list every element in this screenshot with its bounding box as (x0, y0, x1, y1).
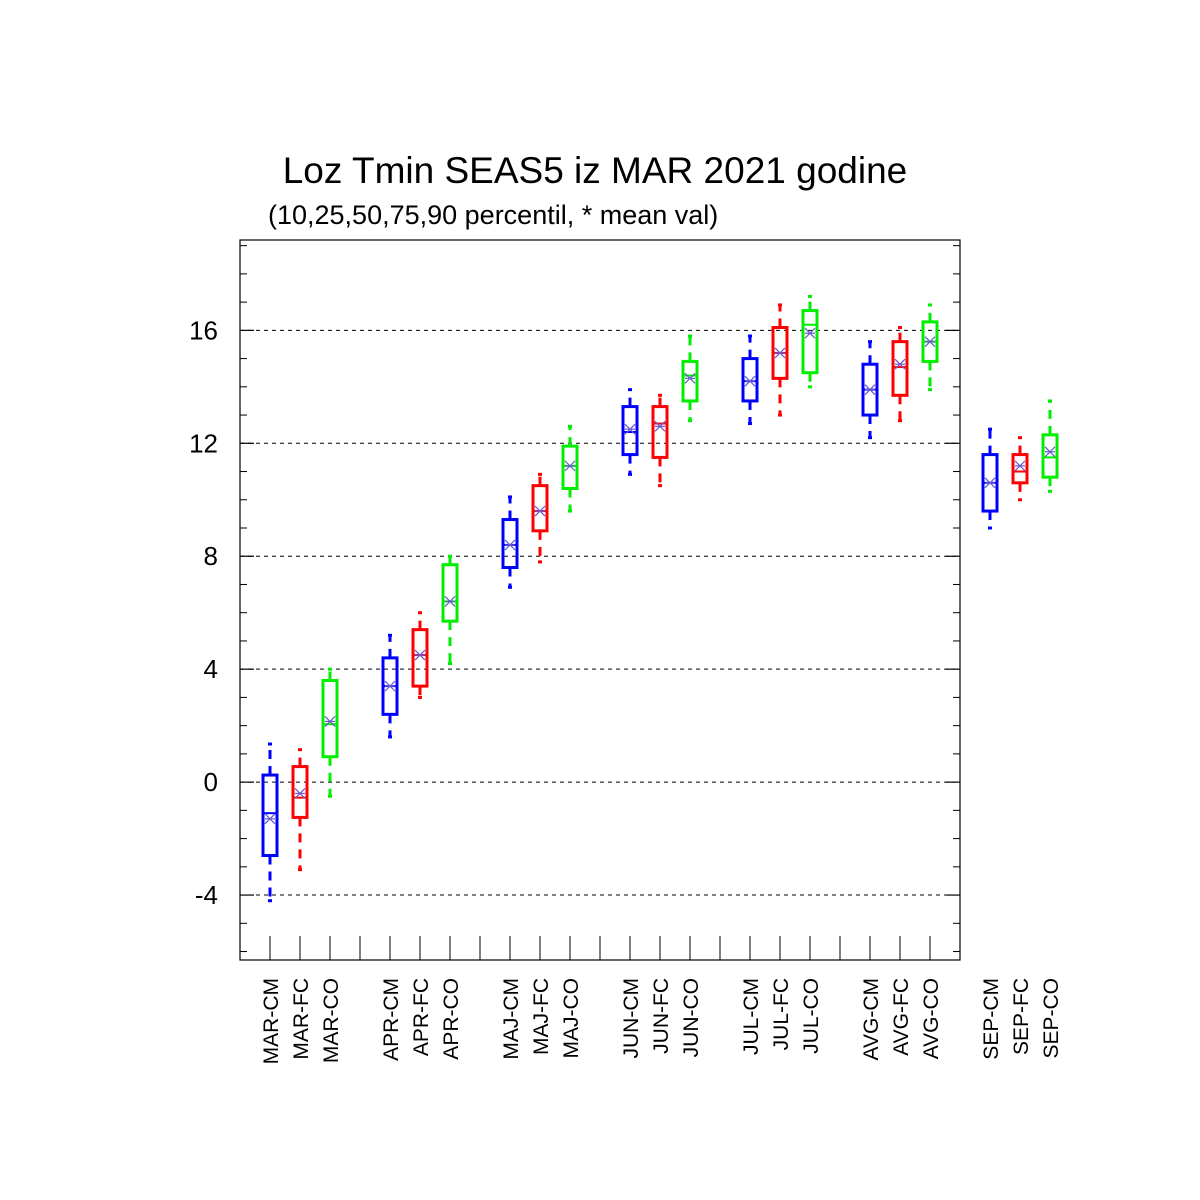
x-tick-label: APR-CO (440, 978, 463, 1060)
chart-title: Loz Tmin SEAS5 iz MAR 2021 godine (282, 150, 908, 191)
box-iqr (291, 765, 309, 819)
box-iqr (411, 628, 429, 688)
box-iqr (801, 309, 819, 375)
mean-marker (684, 372, 696, 384)
x-tick-label: SEP-FC (1010, 978, 1033, 1055)
chart-subtitle: (10,25,50,75,90 percentil, * mean val) (268, 200, 719, 230)
box-iqr (681, 359, 699, 403)
mean-marker (864, 384, 876, 396)
mean-marker (744, 375, 756, 387)
box-iqr (561, 444, 579, 490)
x-tick-label: JUL-CM (740, 978, 763, 1055)
box-iqr (531, 484, 549, 533)
x-tick-label: JUL-CO (800, 978, 823, 1054)
box-iqr (891, 340, 909, 397)
mean-marker (294, 787, 306, 799)
mean-marker (414, 649, 426, 661)
x-tick-label: MAJ-FC (530, 978, 553, 1055)
plot-frame (239, 239, 961, 961)
mean-marker (654, 420, 666, 432)
mean-marker (894, 358, 906, 370)
mean-marker (984, 477, 996, 489)
mean-marker (444, 595, 456, 607)
mean-marker (504, 539, 516, 551)
y-tick-label: 0 (204, 767, 218, 797)
mean-marker (924, 336, 936, 348)
box-iqr (501, 518, 519, 570)
x-tick-label: MAR-CM (260, 978, 283, 1064)
mean-marker (1044, 446, 1056, 458)
mean-marker (534, 505, 546, 517)
box-iqr (741, 357, 759, 403)
box-series (261, 294, 1059, 903)
box-iqr (261, 773, 279, 858)
x-tick-label: MAR-FC (290, 978, 313, 1060)
axis-labels: -4 0 4 8 12 16 MAR-CM MAR-FC MAR-CO APR-CM APR-FC A… (189, 315, 1063, 1064)
x-tick-label: JUN-CM (620, 978, 643, 1058)
mean-marker (1014, 460, 1026, 472)
x-tick-label: SEP-CO (1040, 978, 1063, 1059)
x-tick-label: AVG-CO (920, 978, 943, 1059)
x-tick-label: MAJ-CO (560, 978, 583, 1059)
box-iqr (441, 563, 459, 623)
x-tick-label: JUN-FC (650, 978, 673, 1054)
mean-marker (324, 715, 336, 727)
x-tick-label: AVG-FC (890, 978, 913, 1056)
box-iqr (1041, 433, 1059, 479)
y-tick-label: 16 (189, 315, 218, 345)
y-tick-label: -4 (195, 880, 218, 910)
box-iqr (1011, 453, 1029, 485)
x-tick-label: APR-FC (410, 978, 433, 1056)
grid-lines (240, 329, 960, 896)
x-tick-label: JUL-FC (770, 978, 793, 1050)
mean-marker (804, 327, 816, 339)
x-tick-label: MAR-CO (320, 978, 343, 1063)
x-tick-label: SEP-CM (980, 978, 1003, 1060)
mean-marker (384, 680, 396, 692)
x-tick-label: APR-CM (380, 978, 403, 1061)
mean-marker (264, 813, 276, 825)
mean-marker (774, 347, 786, 359)
mean-marker (624, 423, 636, 435)
axis-ticks (240, 245, 960, 960)
box-iqr (651, 405, 669, 459)
box-iqr (321, 678, 339, 759)
x-tick-label: JUN-CO (680, 978, 703, 1057)
x-tick-label: AVG-CM (860, 978, 883, 1060)
box-iqr (621, 405, 639, 457)
y-tick-label: 8 (204, 541, 218, 571)
y-tick-label: 4 (204, 654, 218, 684)
y-tick-label: 12 (189, 428, 218, 458)
mean-marker (564, 460, 576, 472)
x-tick-label: MAJ-CM (500, 978, 523, 1060)
